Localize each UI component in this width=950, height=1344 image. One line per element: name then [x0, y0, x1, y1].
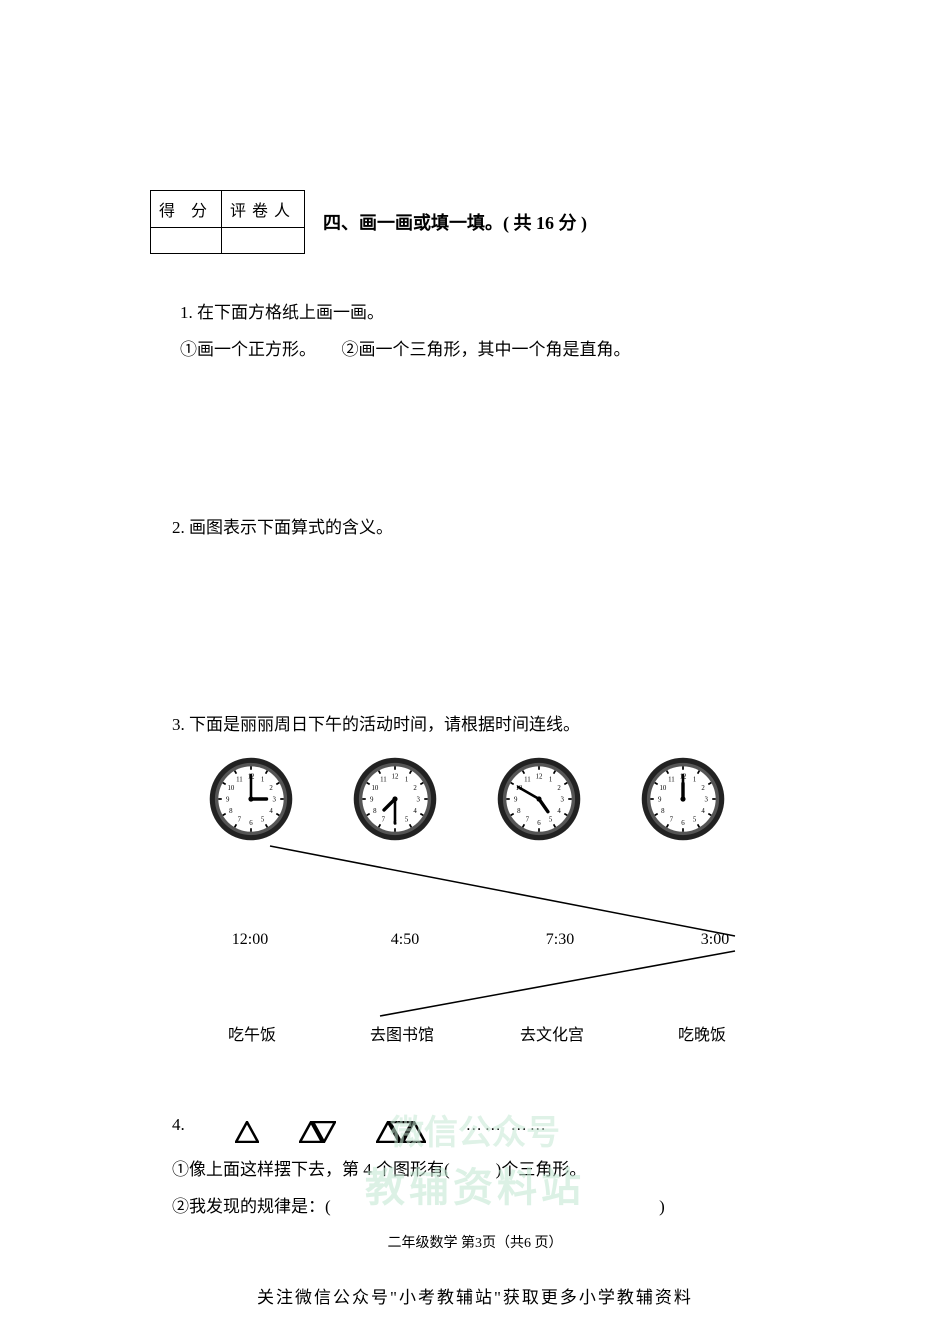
clocks-row: 1234567891011121234567891011121234567891… [190, 756, 800, 842]
svg-text:8: 8 [517, 808, 521, 815]
svg-text:5: 5 [405, 816, 409, 823]
svg-text:5: 5 [549, 816, 553, 823]
svg-text:10: 10 [227, 785, 234, 792]
clock-icon: 123456789101112 [640, 756, 726, 842]
activity-label: 吃午饭 [212, 1021, 292, 1045]
svg-text:1: 1 [261, 776, 265, 783]
svg-text:4: 4 [557, 808, 561, 815]
time-label: 4:50 [375, 931, 435, 949]
q4-sub2: ②我发现的规律是：( ) [172, 1188, 800, 1225]
svg-text:2: 2 [557, 785, 561, 792]
svg-text:5: 5 [693, 816, 697, 823]
q1-title: 1. 在下面方格纸上画一画。 [180, 294, 800, 331]
time-label: 12:00 [220, 931, 280, 949]
q1-sub2: ②画一个三角形，其中一个角是直角。 [342, 340, 631, 359]
svg-text:11: 11 [236, 776, 243, 783]
question-3: 3. 下面是丽丽周日下午的活动时间，请根据时间连线。 [172, 706, 800, 743]
svg-text:6: 6 [537, 819, 541, 826]
svg-text:8: 8 [229, 808, 233, 815]
ellipsis: …… …… [466, 1108, 549, 1143]
q2-title: 2. 画图表示下面算式的含义。 [172, 509, 800, 546]
question-1: 1. 在下面方格纸上画一画。 ①画一个正方形。 ②画一个三角形，其中一个角是直角… [180, 294, 800, 369]
svg-text:2: 2 [269, 785, 273, 792]
svg-text:11: 11 [524, 776, 531, 783]
svg-text:5: 5 [261, 816, 265, 823]
q1-sub1: ①画一个正方形。 [180, 340, 316, 359]
times-row: 12:00 4:50 7:30 3:00 [220, 931, 745, 949]
svg-text:9: 9 [514, 796, 518, 803]
triangle-group [235, 1121, 259, 1143]
clock-icon: 123456789101112 [208, 756, 294, 842]
svg-text:12: 12 [392, 773, 399, 780]
svg-text:1: 1 [693, 776, 697, 783]
grader-cell[interactable] [222, 228, 305, 254]
q4-sub1: ①像上面这样摆下去，第 4 个图形有( )个三角形。 [172, 1151, 800, 1188]
svg-text:3: 3 [273, 796, 277, 803]
svg-text:7: 7 [382, 816, 386, 823]
section-title: 四、画一画或填一填。( 共 16 分 ) [323, 209, 587, 235]
svg-text:4: 4 [413, 808, 417, 815]
svg-text:10: 10 [371, 785, 378, 792]
svg-text:11: 11 [668, 776, 675, 783]
activities-row: 吃午饭 去图书馆 去文化宫 吃晚饭 [212, 1021, 742, 1045]
blank-1[interactable] [454, 1160, 492, 1179]
svg-text:8: 8 [373, 808, 377, 815]
score-cell[interactable] [151, 228, 222, 254]
clock-icon: 123456789101112 [496, 756, 582, 842]
score-table: 得 分 评卷人 [150, 190, 305, 254]
svg-text:1: 1 [549, 776, 553, 783]
triangle-group [299, 1121, 336, 1143]
svg-text:7: 7 [526, 816, 530, 823]
svg-text:8: 8 [661, 808, 665, 815]
svg-text:9: 9 [658, 796, 662, 803]
bottom-note: 关注微信公众号"小考教辅站"获取更多小学教辅资料 [0, 1283, 950, 1308]
section-header-row: 得 分 评卷人 四、画一画或填一填。( 共 16 分 ) [150, 190, 800, 254]
svg-text:7: 7 [238, 816, 242, 823]
q4-shape-row: 4. …… …… [172, 1106, 800, 1143]
q4-prefix: 4. [172, 1106, 185, 1143]
svg-text:3: 3 [417, 796, 421, 803]
question-2: 2. 画图表示下面算式的含义。 [172, 509, 800, 546]
svg-text:7: 7 [670, 816, 674, 823]
activity-label: 吃晚饭 [662, 1021, 742, 1045]
q3-diagram: 1234567891011121234567891011121234567891… [190, 756, 800, 1076]
clock-icon: 123456789101112 [352, 756, 438, 842]
q3-title: 3. 下面是丽丽周日下午的活动时间，请根据时间连线。 [172, 706, 800, 743]
triangle-group [376, 1121, 426, 1143]
svg-text:12: 12 [536, 773, 543, 780]
score-label: 得 分 [151, 191, 222, 228]
svg-text:6: 6 [681, 819, 685, 826]
svg-text:6: 6 [249, 819, 253, 826]
svg-text:2: 2 [701, 785, 705, 792]
svg-text:9: 9 [226, 796, 230, 803]
activity-label: 去图书馆 [362, 1021, 442, 1045]
question-4: 4. …… …… ①像上面这样摆下去，第 4 个图形有( )个三角形。 ②我发现… [172, 1106, 800, 1226]
svg-text:9: 9 [370, 796, 374, 803]
time-label: 3:00 [685, 931, 745, 949]
svg-text:1: 1 [405, 776, 409, 783]
time-label: 7:30 [530, 931, 590, 949]
svg-text:11: 11 [380, 776, 387, 783]
activity-label: 去文化宫 [512, 1021, 592, 1045]
grader-label: 评卷人 [222, 191, 305, 228]
svg-text:2: 2 [413, 785, 417, 792]
svg-text:4: 4 [269, 808, 273, 815]
svg-text:4: 4 [701, 808, 705, 815]
q1-subs: ①画一个正方形。 ②画一个三角形，其中一个角是直角。 [180, 331, 800, 368]
page-content: 得 分 评卷人 四、画一画或填一填。( 共 16 分 ) 1. 在下面方格纸上画… [0, 0, 950, 1252]
triangle-groups [235, 1121, 426, 1143]
svg-text:3: 3 [705, 796, 709, 803]
svg-text:3: 3 [561, 796, 565, 803]
page-footer: 二年级数学 第3页（共6 页） [150, 1232, 800, 1252]
svg-text:10: 10 [659, 785, 666, 792]
